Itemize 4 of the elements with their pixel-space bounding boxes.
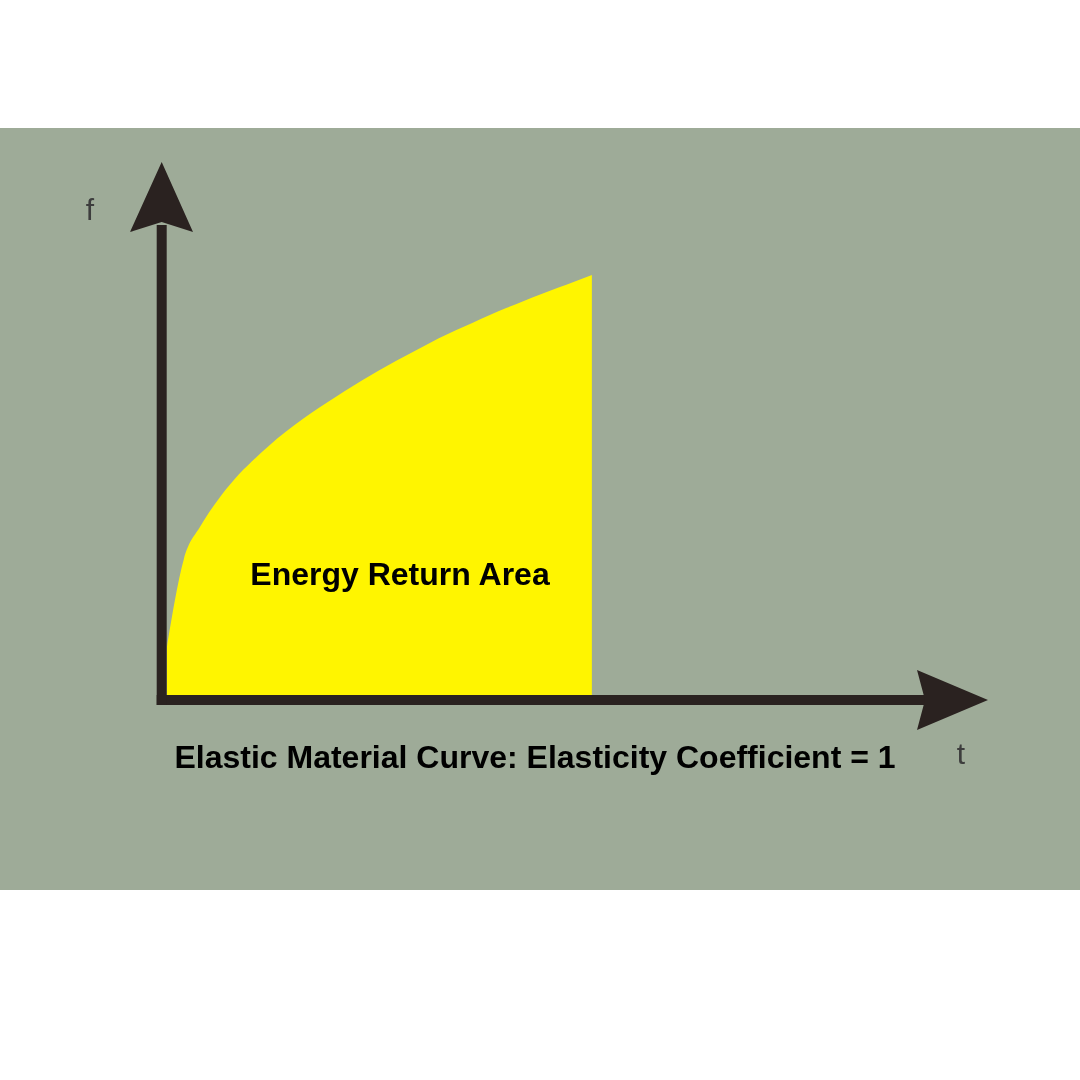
- y-axis-title: f: [85, 193, 95, 226]
- text: Elastic Material Curve: Elasticity Coefficient = 1: [174, 739, 896, 775]
- x-axis-title: t: [956, 737, 966, 770]
- annotation: Energy Return Area: [250, 556, 550, 592]
